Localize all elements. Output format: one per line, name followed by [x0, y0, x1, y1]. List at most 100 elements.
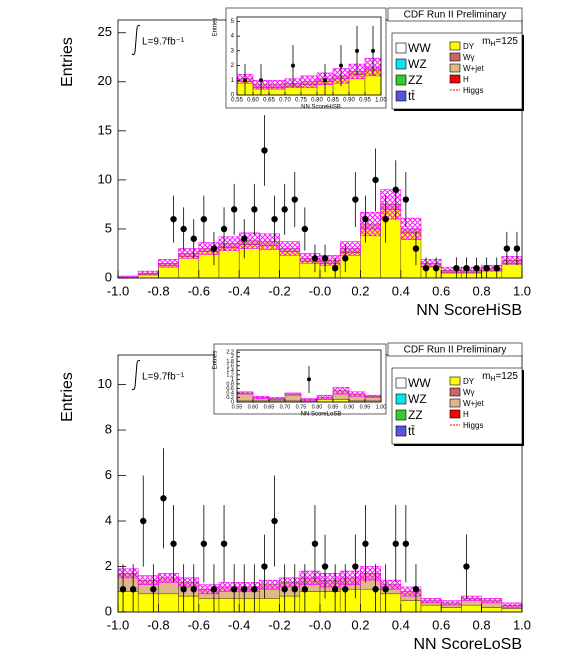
stack-bar: [198, 251, 220, 279]
uncertainty-band: [380, 189, 402, 220]
legend-label: Wγ: [463, 388, 475, 397]
mass-rest: =125: [495, 36, 518, 47]
data-point: [170, 540, 177, 547]
data-point: [200, 215, 208, 223]
stack-bar: [198, 598, 220, 613]
legend-swatch: [395, 90, 407, 102]
data-point: [307, 377, 311, 382]
x-tick-label: 0.8: [473, 617, 491, 632]
y-tick-label: 0.4: [226, 390, 234, 396]
data-point: [230, 206, 238, 213]
y-tick-label: 10: [98, 376, 112, 391]
y-tick-label: 2: [231, 354, 234, 360]
x-axis-title: NN ScoreHiSB: [416, 302, 522, 319]
y-tick-label: 0: [231, 93, 235, 99]
x-tick-label: 0.75: [296, 404, 307, 410]
data-point: [190, 586, 197, 593]
uncertainty-band: [268, 397, 286, 401]
data-point: [301, 586, 309, 593]
data-point: [342, 586, 349, 593]
data-point: [261, 147, 268, 154]
uncertainty-band: [339, 241, 361, 256]
data-point: [352, 563, 359, 570]
data-point: [463, 563, 470, 570]
uncertainty-band: [252, 396, 270, 399]
data-point: [230, 586, 238, 593]
data-point: [321, 563, 329, 570]
x-tick-label: -0.0: [309, 617, 331, 632]
y-tick-label: 1.6: [226, 363, 234, 369]
data-point: [342, 255, 349, 262]
mass-m: m: [482, 36, 490, 47]
y-tick-label: 2: [105, 558, 112, 573]
x-tick-label: 0.65: [263, 98, 275, 104]
uncertainty-band: [158, 573, 179, 583]
data-point: [402, 196, 410, 203]
data-point: [261, 563, 268, 570]
data-point: [180, 586, 187, 593]
mass-label: mH=125: [482, 36, 518, 48]
data-point: [362, 215, 369, 223]
x-tick-label: -0.2: [268, 617, 290, 632]
uncertainty-band: [218, 236, 240, 251]
x-axis-title: NN ScoreLoSB: [301, 412, 342, 418]
legend-swatch: [449, 387, 461, 397]
x-tick-label: -0.2: [268, 283, 290, 298]
y-tick-label: 1.8: [226, 359, 234, 365]
y-axis-title: Entries: [59, 37, 76, 87]
stack-bar: [299, 261, 321, 279]
x-axis-title: NN ScoreHiSB: [301, 105, 341, 111]
uncertainty-band: [284, 392, 302, 396]
uncertainty-band: [360, 211, 381, 237]
data-point: [392, 540, 399, 547]
mass-label: mH=125: [482, 371, 518, 383]
chart-title: CDF Run II Preliminary: [404, 10, 507, 21]
legend-label: ZZ: [408, 73, 423, 87]
legend-swatch: [395, 74, 407, 86]
x-tick-label: -0.4: [228, 283, 250, 298]
data-point: [382, 586, 389, 593]
stack-bar: [481, 607, 503, 613]
y-tick-label: 10: [98, 171, 112, 186]
uncertainty-band: [178, 248, 200, 259]
stack-bar: [259, 245, 280, 279]
uncertainty-band: [461, 595, 482, 601]
lumi-label: L=9.7fb⁻¹: [142, 37, 185, 48]
legend-swatch: [449, 376, 461, 386]
uncertainty-band: [319, 255, 341, 266]
integral-sign: [131, 359, 141, 391]
x-tick-label: 0.85: [328, 404, 339, 410]
stack-bar: [380, 593, 402, 613]
legend-label: W+jet: [463, 64, 484, 73]
data-point: [473, 264, 480, 272]
y-tick-label: 5: [231, 19, 235, 25]
x-tick-label: 1.00: [376, 404, 387, 410]
uncertainty-band: [158, 259, 179, 268]
x-tick-label: 1.0: [513, 283, 531, 298]
legend-swatch: [395, 377, 407, 389]
stack-bar: [178, 256, 200, 279]
mass-sub: H: [490, 376, 495, 383]
data-point: [453, 264, 460, 272]
y-tick-label: 2: [231, 63, 235, 69]
uncertainty-band: [259, 579, 280, 590]
legend-label: DY: [463, 377, 475, 386]
data-point: [150, 586, 157, 593]
x-tick-label: -1.0: [107, 283, 129, 298]
stack-bar: [137, 593, 159, 613]
legend-label: H: [463, 75, 469, 84]
stack-bar: [259, 598, 280, 613]
data-point: [311, 255, 319, 262]
data-point: [493, 264, 500, 272]
data-point: [339, 63, 343, 68]
uncertainty-band: [360, 566, 381, 581]
data-point: [119, 586, 127, 593]
data-point: [291, 63, 295, 68]
legend-swatch: [395, 425, 407, 437]
title-box: [387, 7, 523, 22]
y-tick-label: 0: [231, 399, 234, 405]
uncertainty-band: [400, 217, 422, 241]
mass-m: m: [482, 371, 490, 382]
legend-swatch: [449, 41, 461, 51]
